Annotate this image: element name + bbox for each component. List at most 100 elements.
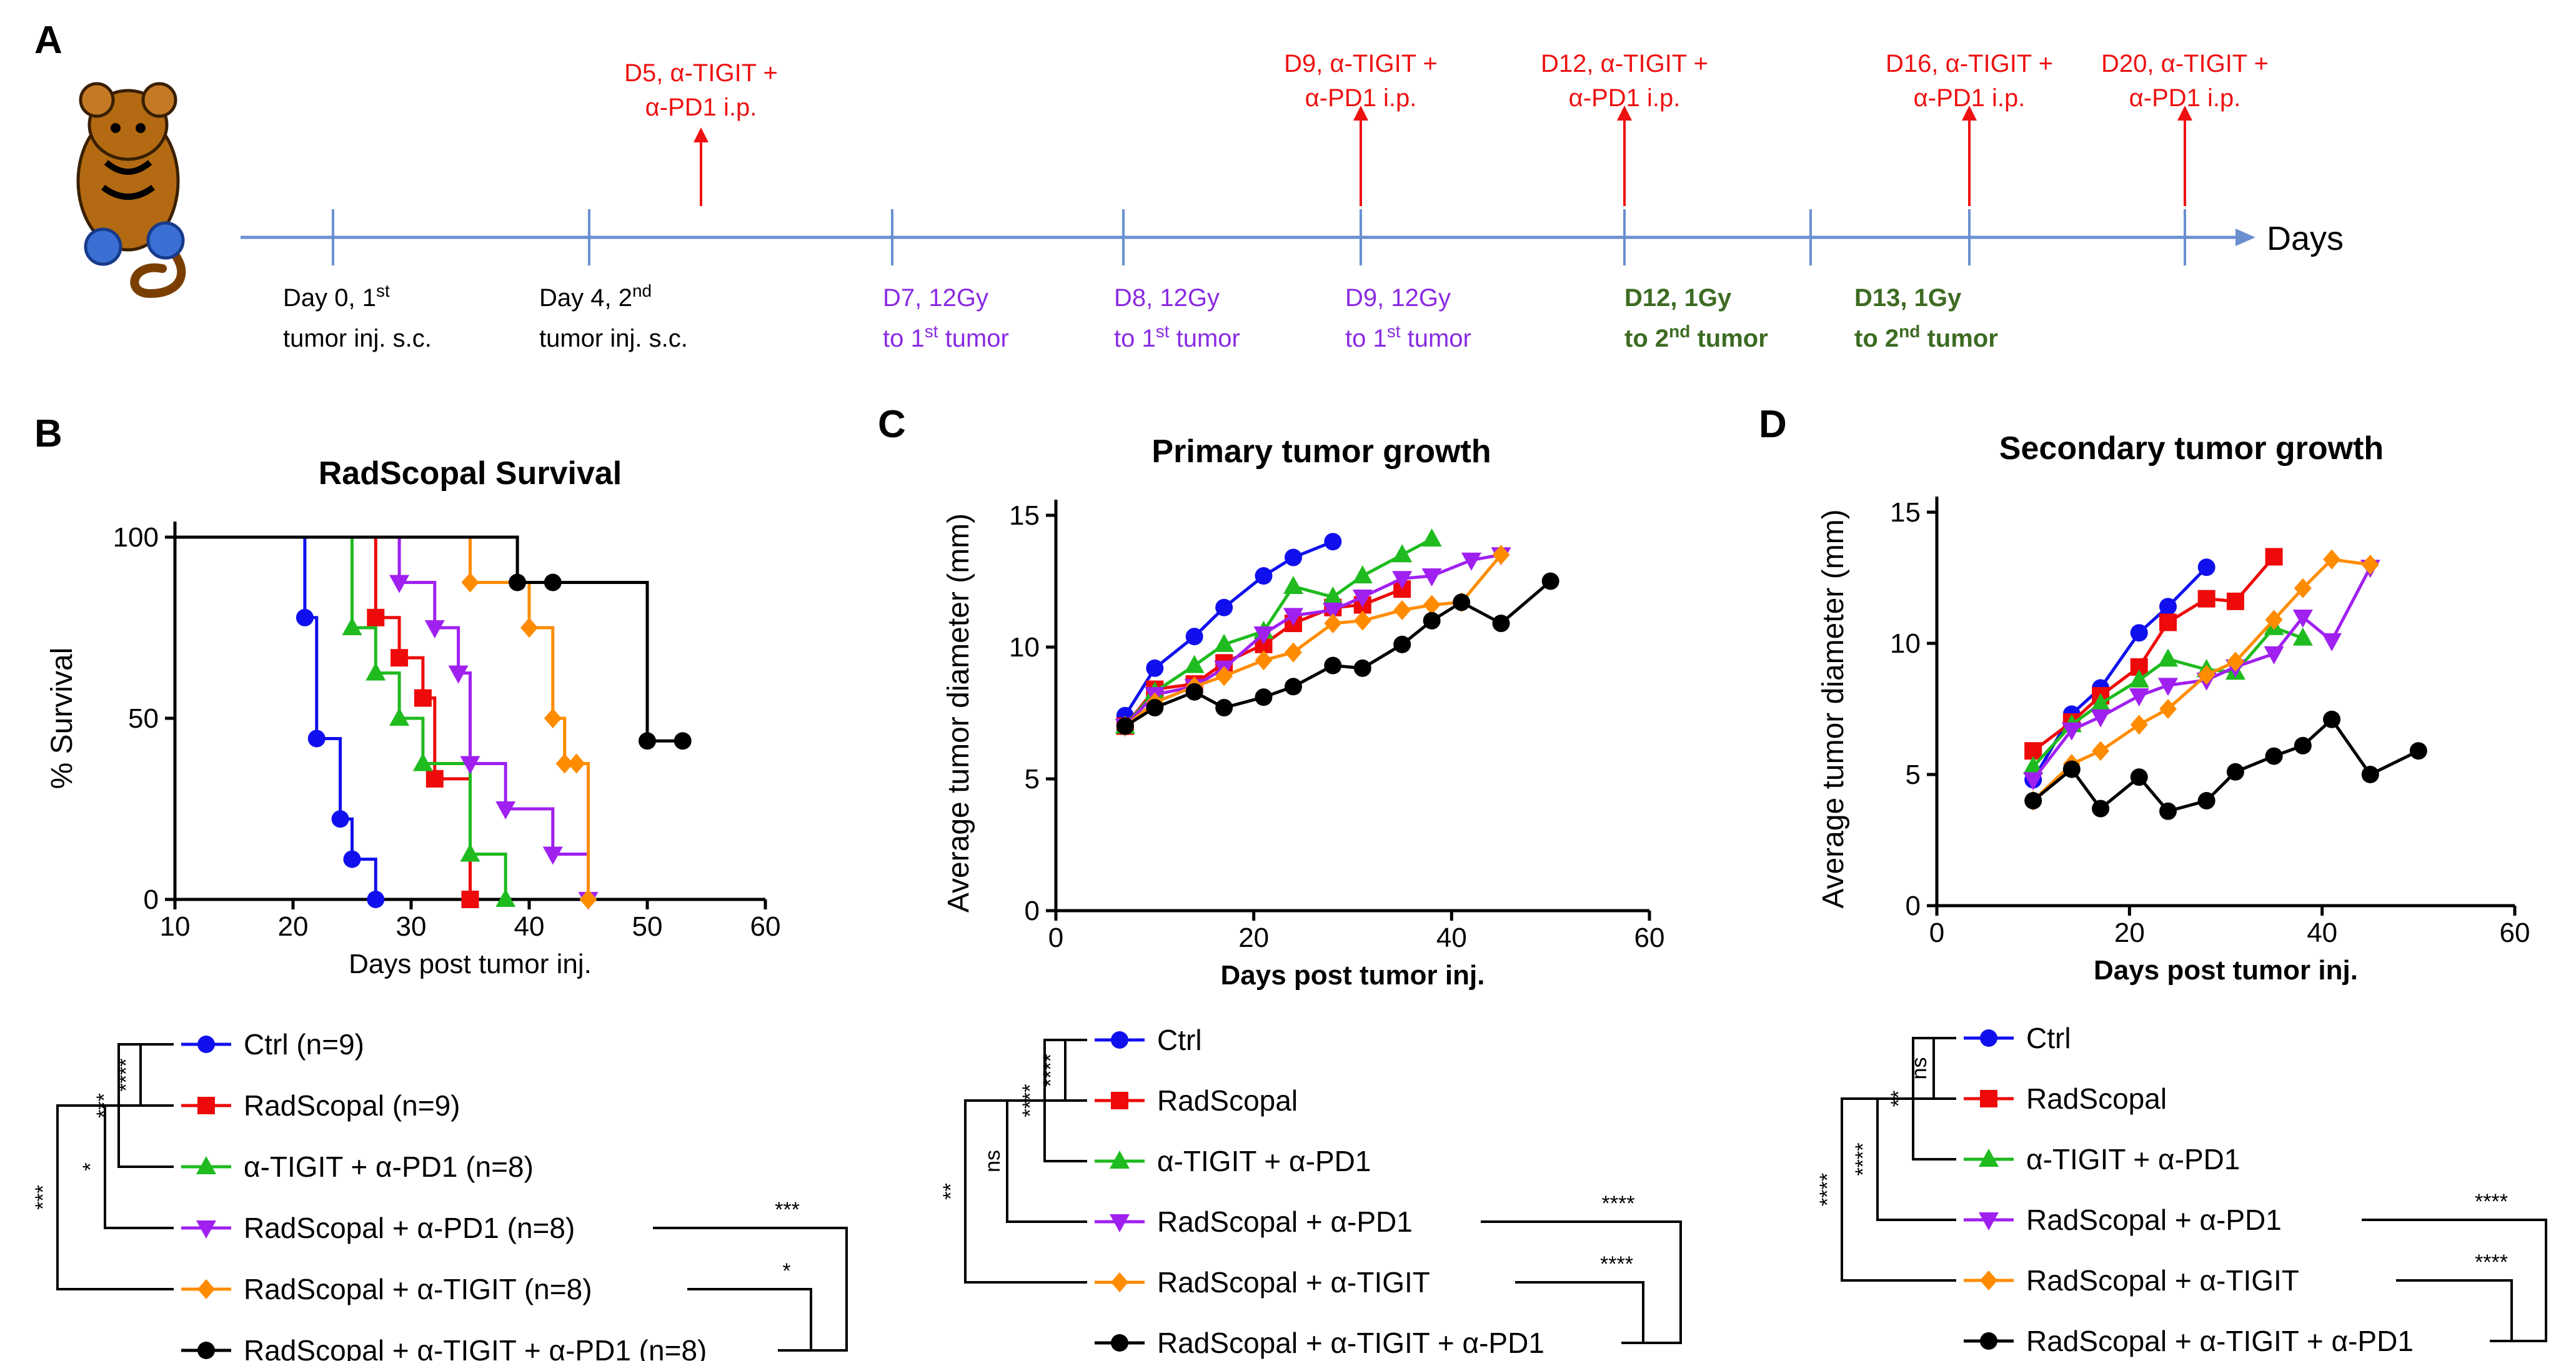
data-point — [2361, 555, 2379, 575]
data-point — [1421, 528, 1442, 547]
bracket-label: **** — [1039, 1054, 1063, 1087]
event-text: tumor — [1920, 325, 1997, 352]
treatment-label-line1: D12, α-TIGIT + — [1541, 50, 1708, 77]
data-point — [1980, 1029, 1997, 1047]
data-point — [509, 573, 527, 591]
data-point — [367, 891, 385, 908]
data-point — [2061, 722, 2082, 741]
legend-item: Ctrl (n=9) — [181, 1028, 364, 1061]
legend-label: Ctrl — [2026, 1022, 2071, 1054]
x-tick-label: 30 — [396, 911, 427, 942]
legend-label: RadScopal + α-TIGIT (n=8) — [244, 1273, 592, 1305]
event-text: tumor — [1170, 325, 1240, 352]
series-line — [2032, 717, 2419, 813]
data-point — [2129, 688, 2149, 706]
data-point — [461, 572, 479, 593]
event-label-line2: tumor inj. s.c. — [539, 325, 688, 352]
series-line — [1124, 553, 1501, 728]
series-line — [175, 535, 507, 899]
data-point — [1980, 1270, 1997, 1290]
timeline: Days D5, α-TIGIT + α-PD1 i.p. D9, α-TIGIT +… — [241, 50, 2344, 352]
data-point — [1980, 1332, 1997, 1350]
event-annotation: D13, 1Gy to 2nd tumor — [1854, 284, 1998, 352]
legend-label: RadScopal — [1157, 1084, 1298, 1117]
event-annotation: D9, 12Gy to 1st tumor — [1345, 284, 1471, 352]
timeline-axis-label: Days — [2267, 220, 2344, 257]
data-point — [389, 708, 410, 726]
primary-growth-chart: Primary tumor growth 0 20 40 60 0 5 10 15 Days po… — [939, 433, 1682, 1359]
y-tick-label: 0 — [144, 884, 159, 915]
legend-item: RadScopal + α-TIGIT — [1095, 1266, 1430, 1299]
legend-item: Ctrl — [1095, 1024, 1202, 1056]
data-point — [1285, 678, 1302, 696]
series — [2024, 710, 2427, 820]
treatment-annotation: D9, α-TIGIT +α-PD1 i.p. — [1284, 50, 1438, 206]
legend-label: Ctrl (n=9) — [244, 1028, 364, 1061]
treatment-label-line1: D5, α-TIGIT + — [624, 59, 778, 87]
legend-item: RadScopal + α-PD1 — [1964, 1204, 2282, 1236]
legend-item: α-TIGIT + α-PD1 (n=8) — [181, 1151, 534, 1183]
x-tick-label: 60 — [750, 911, 781, 942]
data-point — [197, 1279, 215, 1299]
significance-bracket: **** — [1039, 1039, 1087, 1102]
data-point — [2197, 558, 2215, 577]
series — [175, 535, 516, 907]
data-point — [2292, 610, 2313, 628]
survival-chart: RadScopal Survival 10 20 30 40 50 60 0 50 100 Days… — [31, 455, 848, 1361]
data-point — [2265, 610, 2283, 630]
x-tick-label: 60 — [1634, 923, 1665, 953]
data-point — [495, 889, 516, 907]
data-point — [1324, 656, 1342, 675]
data-point — [1323, 586, 1343, 605]
panel-label-a: A — [34, 19, 62, 62]
legend: Ctrl RadScopal α-TIGIT + α-PD1 RadScopal + … — [1964, 1022, 2414, 1357]
legend-label: α-TIGIT + α-PD1 — [1157, 1145, 1371, 1177]
secondary-growth-chart: Secondary tumor growth 0 20 40 60 0 5 10 15 Days … — [1816, 430, 2547, 1357]
x-axis-label: Days post tumor inj. — [349, 949, 592, 979]
data-point — [567, 753, 585, 774]
x-tick-label: 0 — [1048, 923, 1063, 953]
data-point — [495, 801, 516, 819]
legend-item: RadScopal + α-TIGIT + α-PD1 — [1095, 1327, 1544, 1359]
data-point — [520, 618, 538, 638]
x-tick-label: 40 — [514, 911, 545, 942]
data-point — [1215, 699, 1233, 717]
data-point — [2197, 792, 2215, 809]
data-point — [2226, 651, 2244, 672]
event-text: to 2 — [1854, 325, 1899, 352]
data-point — [1353, 659, 1371, 677]
treatment-label-line2: α-PD1 i.p. — [645, 94, 757, 121]
data-point — [1979, 1212, 1999, 1230]
data-point — [307, 730, 326, 748]
data-point — [197, 1342, 215, 1359]
data-point — [1324, 533, 1342, 551]
legend-item: RadScopal + α-TIGIT + α-PD1 (n=8) — [181, 1334, 707, 1361]
treatment-arrowhead — [694, 127, 709, 142]
y-tick-label: 5 — [1906, 760, 1921, 790]
data-point — [1184, 655, 1205, 673]
data-point — [2159, 699, 2177, 719]
x-tick-label: 20 — [1238, 923, 1269, 953]
data-point — [1285, 642, 1302, 663]
data-point — [2130, 768, 2148, 786]
legend-label: RadScopal + α-TIGIT + α-PD1 — [1157, 1327, 1544, 1359]
data-point — [1980, 1090, 1997, 1107]
event-superscript: st — [376, 281, 390, 300]
series-line — [1123, 537, 1433, 728]
significance-bracket: **** — [114, 1043, 174, 1107]
event-label-line2: to 2nd tumor — [1854, 322, 1998, 353]
event-annotation: D12, 1Gy to 2nd tumor — [1624, 284, 1768, 352]
data-point — [579, 889, 597, 909]
legend-item: α-TIGIT + α-PD1 — [1095, 1145, 1371, 1177]
event-text: Day 0, 1 — [283, 284, 376, 312]
data-point — [461, 891, 479, 908]
timeline-arrowhead — [2235, 229, 2255, 246]
event-label-line1: D12, 1Gy — [1624, 284, 1732, 312]
x-tick-label: 0 — [1929, 918, 1944, 948]
event-superscript: st — [1156, 322, 1170, 341]
event-label-line1: Day 4, 2nd — [539, 281, 652, 312]
data-point — [424, 620, 445, 638]
series — [175, 535, 692, 750]
bracket-line — [687, 1288, 812, 1352]
event-text: to 1 — [883, 325, 925, 352]
